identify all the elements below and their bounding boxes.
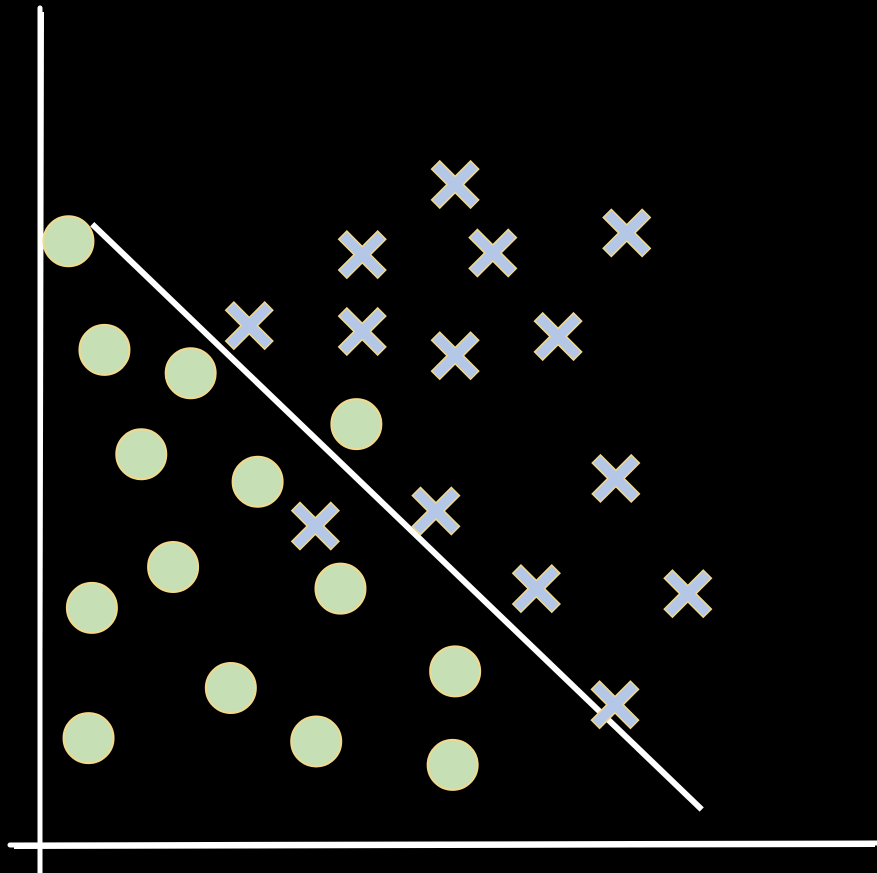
boundary-line-sketch: [95, 228, 702, 808]
circle-point: [231, 455, 284, 508]
cross-point: [337, 306, 387, 357]
cross-point: [337, 230, 387, 280]
cross-point: [663, 569, 713, 619]
axes: [7, 5, 877, 873]
circle-point: [78, 323, 131, 376]
cross-point: [533, 311, 583, 362]
circle-point: [426, 738, 479, 791]
circle-point: [164, 347, 217, 400]
circle-point: [330, 398, 383, 451]
circle-series: [42, 215, 482, 791]
circle-point: [429, 645, 482, 698]
x-axis-sketch: [13, 845, 876, 849]
circle-point: [65, 581, 118, 634]
cross-point: [290, 501, 340, 551]
cross-point: [411, 486, 461, 536]
circle-point: [204, 662, 257, 715]
circle-point: [314, 562, 367, 615]
y-axis-sketch: [40, 11, 44, 871]
cross-point: [224, 301, 274, 351]
cross-point: [430, 159, 480, 210]
cross-point: [468, 228, 518, 278]
x-axis: [7, 840, 877, 848]
decision-boundary: [90, 222, 704, 812]
data-points: [42, 159, 713, 791]
circle-point: [115, 428, 168, 481]
cross-series: [224, 159, 713, 730]
cross-point: [590, 680, 640, 730]
cross-point: [430, 331, 480, 381]
circle-point: [290, 715, 343, 768]
circle-point: [62, 712, 115, 765]
cross-point: [511, 564, 561, 614]
circle-point: [42, 215, 95, 268]
cross-point: [602, 208, 652, 258]
cross-point: [591, 453, 641, 504]
circle-point: [147, 540, 200, 593]
